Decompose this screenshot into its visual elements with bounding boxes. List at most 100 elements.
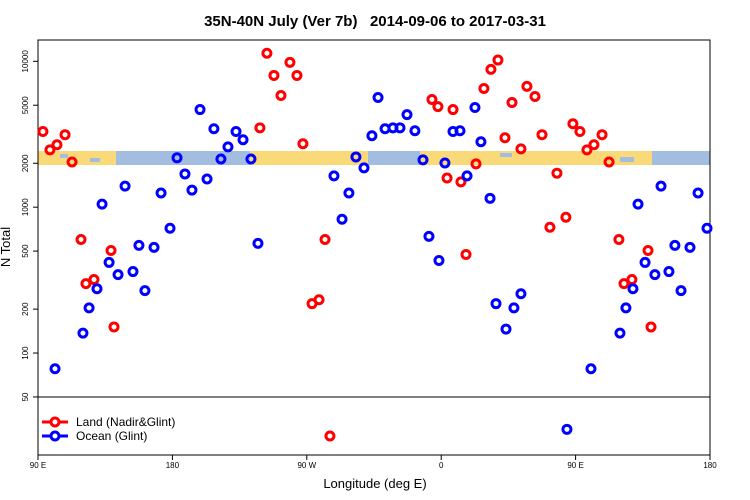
point [171,152,183,164]
point [77,327,89,339]
point [626,274,638,286]
point [433,254,445,266]
point [551,167,563,179]
y-tick-label: 100 [21,346,30,360]
point [485,63,497,75]
point [366,130,378,142]
y-tick-label: 50 [21,392,30,401]
point [230,126,242,138]
point [692,187,704,199]
point [201,173,213,185]
point [560,211,572,223]
point [91,283,103,295]
point [499,132,511,144]
y-tick-label: 2000 [21,154,30,172]
x-axis-label: Longitude (deg E) [323,476,426,491]
point [639,256,651,268]
point [441,172,453,184]
point [194,104,206,116]
point [358,162,370,174]
point [655,180,667,192]
point [108,321,120,333]
point [215,153,227,165]
point [475,136,487,148]
point [567,118,579,130]
point [500,323,512,335]
point [506,96,518,108]
point [603,156,615,168]
point [96,198,108,210]
point [275,89,287,101]
point [88,274,100,286]
point [245,153,257,165]
map-strip [38,151,710,165]
point [613,234,625,246]
point [544,221,556,233]
plot-frame [37,39,711,456]
x-tick-label: 90 E [567,461,583,470]
point [401,109,413,121]
point [684,241,696,253]
point [461,170,473,182]
point [649,269,661,281]
y-tick-label: 200 [21,302,30,316]
point [59,129,71,141]
point [291,69,303,81]
point [284,56,296,68]
point [417,154,429,166]
x-tick-label: 90 W [297,461,316,470]
point [372,91,384,103]
point [508,302,520,314]
point [614,327,626,339]
point [618,278,630,290]
point [675,285,687,297]
point [469,102,481,114]
point [574,126,586,138]
point [103,256,115,268]
y-tick-label: 500 [21,244,30,258]
point [336,213,348,225]
y-tick-label: 1000 [21,198,30,216]
point [319,234,331,246]
legend-marker [49,416,61,428]
point [324,430,336,442]
point [237,134,249,146]
point [313,294,325,306]
point [470,158,482,170]
point [409,125,421,137]
point [179,168,191,180]
point [663,266,675,278]
point [139,285,151,297]
point [460,248,472,260]
y-axis-label: N Total [0,227,13,267]
point [645,321,657,333]
point [521,80,533,92]
point [515,288,527,300]
point [328,170,340,182]
point [155,187,167,199]
point [515,143,527,155]
point [119,180,131,192]
point [261,47,273,59]
point [596,129,608,141]
x-tick-label: 180 [703,461,717,470]
point [164,222,176,234]
chart-title: 35N-40N July (Ver 7b) 2014-09-06 to 2017… [204,13,546,30]
point [490,298,502,310]
point [529,90,541,102]
point [394,122,406,134]
point [432,101,444,113]
point [75,234,87,246]
point [49,363,61,375]
point [632,198,644,210]
point [581,144,593,156]
x-tick-label: 0 [439,461,444,470]
point [148,241,160,253]
point [208,123,220,135]
point [44,144,56,156]
point [484,192,496,204]
point [536,129,548,141]
point [133,239,145,251]
point [343,187,355,199]
